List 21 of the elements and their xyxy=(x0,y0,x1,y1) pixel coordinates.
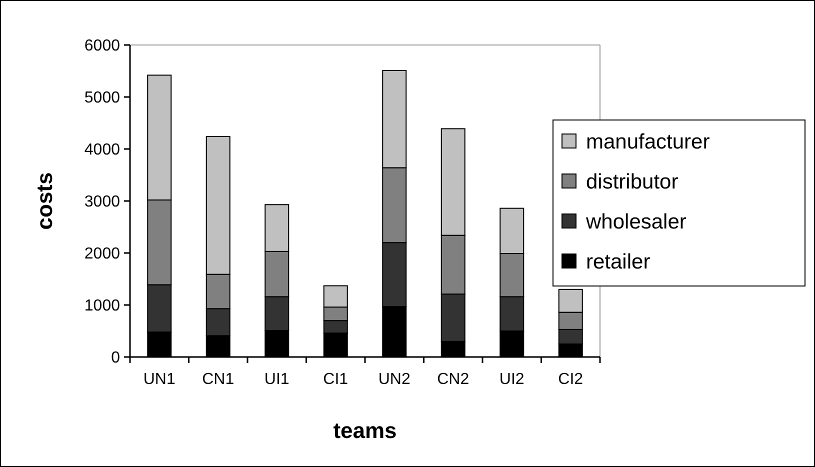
y-tick-label: 5000 xyxy=(84,90,120,107)
x-tick-label: CN2 xyxy=(437,371,470,388)
x-tick-label: CN1 xyxy=(202,371,234,388)
x-tick-label: UN2 xyxy=(378,371,410,388)
legend-label: retailer xyxy=(586,250,650,274)
x-tick-label: UN1 xyxy=(143,371,176,388)
y-tick-label: 3000 xyxy=(84,194,120,211)
y-tick-label: 0 xyxy=(111,350,120,367)
y-tick-label: 2000 xyxy=(84,246,120,263)
x-tick-label: CI1 xyxy=(323,371,348,388)
x-tick-label: UI1 xyxy=(264,371,290,388)
y-axis-title: costs xyxy=(32,172,57,230)
x-axis-title: teams xyxy=(333,418,397,443)
legend-label: distributor xyxy=(586,170,678,194)
y-tick-label: 6000 xyxy=(84,38,120,55)
x-tick-label: UI2 xyxy=(499,371,524,388)
x-tick-label: CI2 xyxy=(558,371,584,388)
legend-label: manufacturer xyxy=(586,130,710,154)
y-tick-label: 4000 xyxy=(84,142,120,159)
y-tick-label: 1000 xyxy=(84,298,120,315)
legend-label: wholesaler xyxy=(585,210,686,234)
